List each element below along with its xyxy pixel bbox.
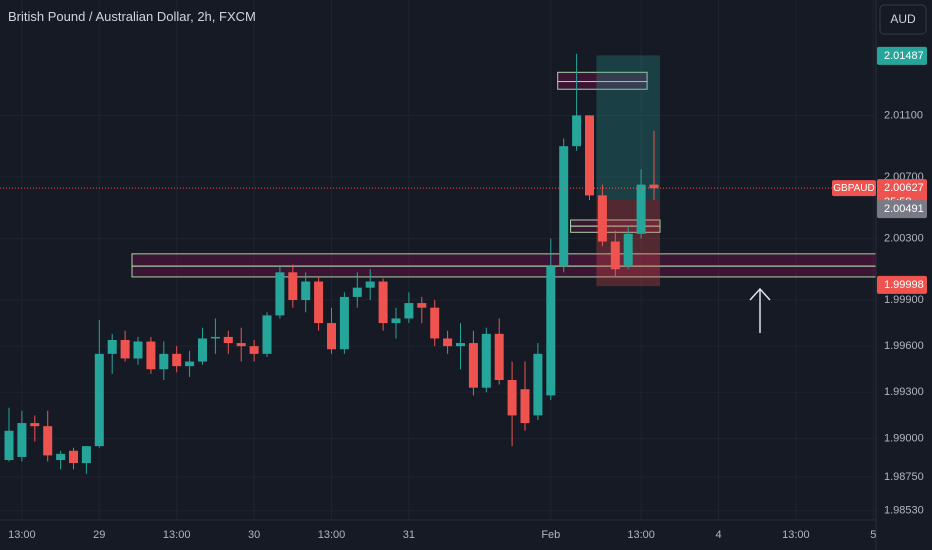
candle-body <box>185 361 195 367</box>
candle-body <box>481 333 491 388</box>
y-tick-label: 2.00300 <box>884 232 924 244</box>
plot-area <box>0 53 876 474</box>
candle-body <box>4 430 14 460</box>
symbol-tag <box>832 180 876 197</box>
candle-body <box>352 287 362 297</box>
x-tick-label: 4 <box>715 529 721 541</box>
candle-body <box>636 184 646 234</box>
y-tick-label: 1.99900 <box>884 294 924 306</box>
x-tick-label: 13:00 <box>8 529 36 541</box>
currency-button[interactable] <box>879 4 927 35</box>
candle-body <box>417 303 427 308</box>
x-tick-label: 13:00 <box>163 529 191 541</box>
grid <box>0 0 876 520</box>
candle-body <box>133 341 143 359</box>
x-tick-label: 31 <box>403 529 415 541</box>
candle-body <box>17 423 27 457</box>
candle-body <box>249 346 259 354</box>
arrow <box>749 287 771 333</box>
price-tag <box>877 46 927 65</box>
y-tick-label: 1.98750 <box>884 471 924 483</box>
x-tick-label: 30 <box>248 529 260 541</box>
candle-body <box>430 307 440 339</box>
y-tick-label: 1.99000 <box>884 432 924 444</box>
y-tick-label: 1.98530 <box>884 505 924 517</box>
price-tag <box>877 275 927 294</box>
candle-body <box>546 266 556 396</box>
candle-body <box>610 241 620 270</box>
candle-body <box>69 450 78 464</box>
currency-label[interactable]: AUD <box>890 12 916 26</box>
candle-body <box>572 115 582 147</box>
x-tick-label: 13:00 <box>782 529 810 541</box>
position-target <box>596 55 660 201</box>
y-tick-label: 1.99600 <box>884 340 924 352</box>
candle-body <box>339 296 349 350</box>
candle-body <box>146 341 156 370</box>
price-tag-label: 2.00491 <box>884 203 924 215</box>
candle-body <box>30 423 40 427</box>
candle-body <box>288 272 298 300</box>
axes: 2.011002.007002.003001.999001.996001.993… <box>8 46 927 541</box>
candle-body <box>365 281 375 288</box>
x-tick-label: Feb <box>541 529 560 541</box>
candle-body <box>107 340 117 354</box>
zone <box>131 253 876 267</box>
candle-body <box>314 281 324 324</box>
candle-body <box>94 353 104 447</box>
candle-body <box>172 353 182 367</box>
price-tag-label: 1.99998 <box>884 279 924 291</box>
last-price-label: 2.00627 <box>884 182 924 194</box>
x-tick-label: 13:00 <box>318 529 346 541</box>
y-tick-label: 2.01100 <box>884 109 923 121</box>
candle-body <box>623 233 633 267</box>
candle-body <box>81 446 91 464</box>
chart-title: British Pound / Australian Dollar, 2h, F… <box>8 9 256 24</box>
candle-body <box>494 333 504 380</box>
candle-body <box>468 343 478 388</box>
candle-body <box>378 281 388 324</box>
x-tick-label: 13:00 <box>627 529 655 541</box>
candle-body <box>456 343 465 347</box>
candle-body <box>159 353 169 370</box>
candle-body <box>520 389 530 424</box>
candle-body <box>597 195 607 242</box>
candle-body <box>391 318 401 324</box>
candle-body <box>649 184 659 189</box>
zone <box>131 265 876 278</box>
zone <box>557 81 648 90</box>
candle-body <box>301 281 311 300</box>
x-tick-label: 5 <box>870 529 876 541</box>
candle-body <box>585 115 594 196</box>
candle-body <box>198 338 207 362</box>
candle-body <box>533 353 543 416</box>
candle-body <box>559 146 569 267</box>
candle-body <box>120 340 130 359</box>
y-tick-label: 1.99300 <box>884 386 924 398</box>
candle-body <box>507 380 517 416</box>
price-tag-label: 2.01487 <box>884 50 924 62</box>
candle-body <box>236 343 246 347</box>
candle-body <box>443 338 453 347</box>
candle-body <box>223 336 233 344</box>
candle-body <box>275 272 285 316</box>
symbol-label: GBPAUD <box>833 183 875 194</box>
price-tag <box>877 200 927 219</box>
candle-body <box>404 303 414 319</box>
candle-body <box>262 315 272 354</box>
candle-body <box>56 453 66 460</box>
candle-body <box>43 426 53 456</box>
candle-body <box>327 323 336 350</box>
x-tick-label: 29 <box>93 529 105 541</box>
candle-body <box>210 336 220 339</box>
